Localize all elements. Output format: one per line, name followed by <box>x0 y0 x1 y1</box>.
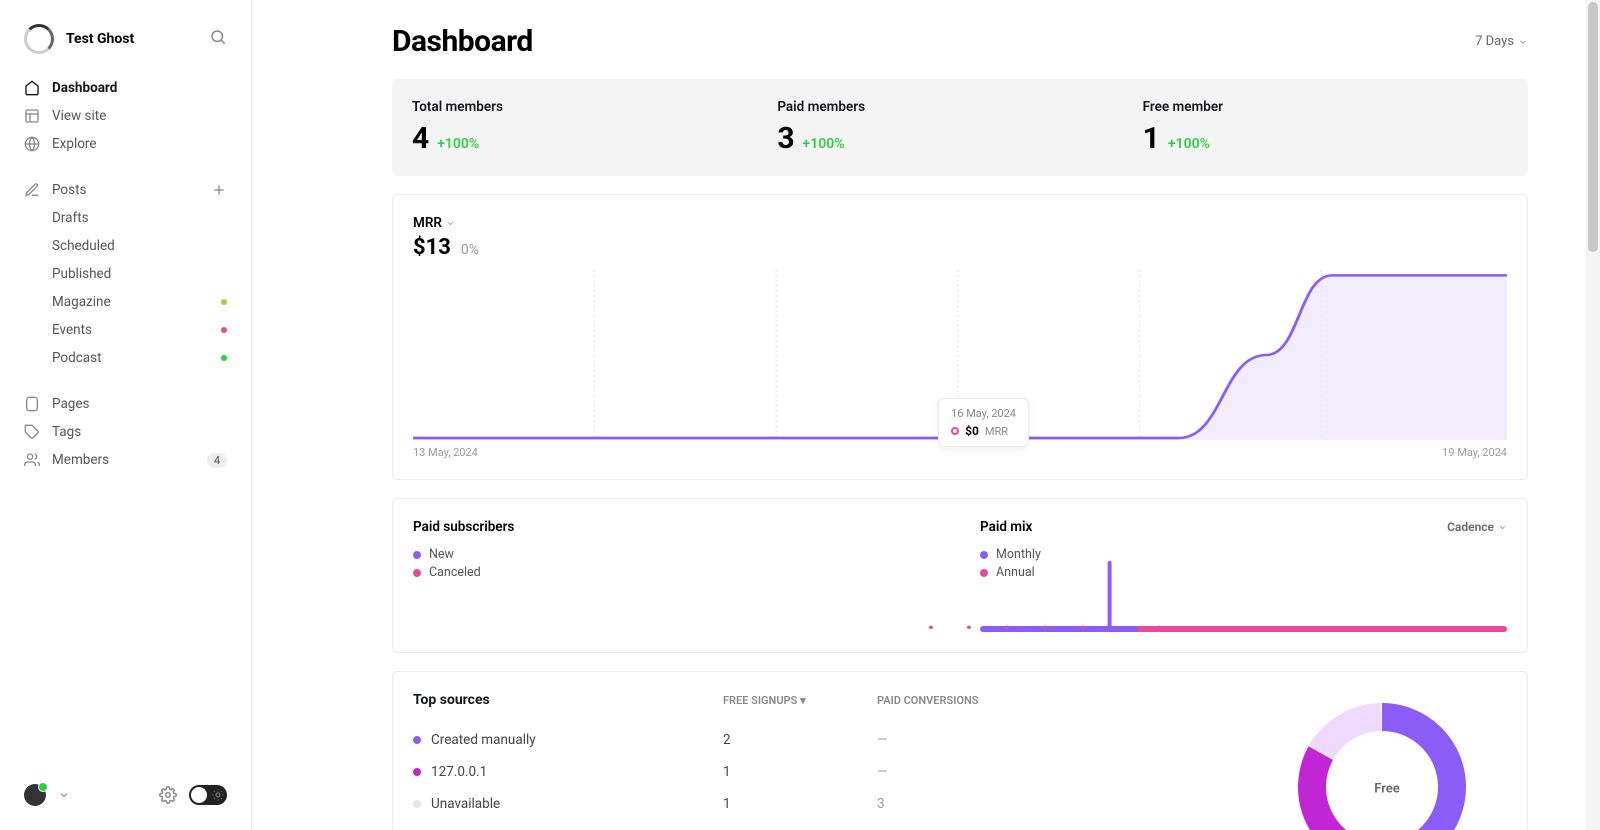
cadence-selector[interactable]: Cadence <box>1447 520 1507 534</box>
sidebar-item-magazine[interactable]: Magazine <box>12 288 239 316</box>
tooltip-marker-icon <box>951 427 959 435</box>
status-dot-icon <box>221 355 227 361</box>
sources-title: Top sources <box>413 692 723 708</box>
nav-icon <box>24 136 40 152</box>
paid-subs-chart <box>853 561 1233 629</box>
top-sources-panel: Top sources FREE SIGNUPS ▾ PAID CONVERSI… <box>392 671 1528 830</box>
plus-icon[interactable] <box>211 182 227 198</box>
chevron-down-icon <box>1518 37 1528 47</box>
source-dot-icon <box>413 736 421 744</box>
mrr-panel: MRR $13 0% 16 May, 2024 $0 MRR 13 May, 2… <box>392 194 1528 480</box>
status-dot-icon <box>221 299 227 305</box>
chevron-down-icon <box>446 219 455 228</box>
sources-donut: Free <box>1287 692 1487 830</box>
nav-icon <box>24 108 40 124</box>
stat-block[interactable]: Free member1+100% <box>1143 99 1508 156</box>
sidebar-item-posts[interactable]: Posts <box>12 176 239 204</box>
legend-dot-icon <box>980 551 988 559</box>
sidebar-item-label: Posts <box>52 182 86 198</box>
time-range-selector[interactable]: 7 Days <box>1475 34 1528 49</box>
main-content: Dashboard 7 Days Total members4+100%Paid… <box>252 0 1600 830</box>
sidebar-item-events[interactable]: Events <box>12 316 239 344</box>
stats-card: Total members4+100%Paid members3+100%Fre… <box>392 79 1528 176</box>
source-dot-icon <box>413 768 421 776</box>
nav-icon <box>24 396 40 412</box>
legend-item: Monthly <box>980 547 1507 562</box>
sidebar-item-podcast[interactable]: Podcast <box>12 344 239 372</box>
x-axis-start: 13 May, 2024 <box>413 446 478 459</box>
legend-item: New <box>413 547 940 562</box>
scrollbar[interactable] <box>1586 0 1600 830</box>
posts-icon <box>24 182 40 198</box>
sidebar-item-drafts[interactable]: Drafts <box>12 204 239 232</box>
legend-dot-icon <box>413 551 421 559</box>
sun-icon <box>212 789 224 801</box>
subscribers-panel: Paid subscribers NewCanceled Paid mix Ca… <box>392 498 1528 653</box>
nav-icon <box>24 424 40 440</box>
theme-toggle[interactable] <box>189 785 227 805</box>
scrollbar-thumb[interactable] <box>1588 2 1598 252</box>
sidebar-item-published[interactable]: Published <box>12 260 239 288</box>
sidebar-item-view-site[interactable]: View site <box>12 102 239 130</box>
legend-dot-icon <box>413 569 421 577</box>
sidebar: Test Ghost DashboardView siteExplore Pos… <box>0 0 252 830</box>
mrr-chart: 16 May, 2024 $0 MRR <box>413 270 1507 440</box>
avatar[interactable] <box>24 784 46 806</box>
source-dot-icon <box>413 800 421 808</box>
source-row[interactable]: 127.0.0.11— <box>413 756 1247 788</box>
chevron-down-icon[interactable] <box>58 789 70 801</box>
source-row[interactable]: Created manually2— <box>413 724 1247 756</box>
count-badge: 4 <box>207 453 227 468</box>
paid-mix-title: Paid mix <box>980 519 1032 535</box>
brand-name: Test Ghost <box>66 31 134 47</box>
sidebar-item-tags[interactable]: Tags <box>12 418 239 446</box>
sidebar-item-dashboard[interactable]: Dashboard <box>12 74 239 102</box>
chart-tooltip: 16 May, 2024 $0 MRR <box>938 398 1029 447</box>
search-button[interactable] <box>209 28 227 50</box>
brand[interactable]: Test Ghost <box>24 24 134 54</box>
gear-icon[interactable] <box>159 786 177 804</box>
sidebar-item-pages[interactable]: Pages <box>12 390 239 418</box>
source-row[interactable]: Unavailable13 <box>413 788 1247 820</box>
stat-block[interactable]: Total members4+100% <box>412 99 777 156</box>
mrr-delta: 0% <box>461 242 479 258</box>
col-free-signups[interactable]: FREE SIGNUPS ▾ <box>723 694 877 707</box>
sidebar-item-scheduled[interactable]: Scheduled <box>12 232 239 260</box>
col-paid-conversions[interactable]: PAID CONVERSIONS <box>877 694 978 707</box>
page-title: Dashboard <box>392 24 533 59</box>
mrr-value: $13 <box>413 235 451 260</box>
x-axis-end: 19 May, 2024 <box>1442 446 1507 459</box>
chevron-down-icon <box>1498 523 1507 532</box>
status-dot-icon <box>221 327 227 333</box>
search-icon <box>209 28 227 46</box>
paid-subs-title: Paid subscribers <box>413 519 940 535</box>
stat-block[interactable]: Paid members3+100% <box>777 99 1142 156</box>
time-range-label: 7 Days <box>1475 34 1514 49</box>
logo-icon <box>24 24 54 54</box>
mrr-selector[interactable]: MRR <box>413 215 1507 231</box>
nav-icon <box>24 80 40 96</box>
nav-icon <box>24 452 40 468</box>
sidebar-item-explore[interactable]: Explore <box>12 130 239 158</box>
sidebar-item-members[interactable]: Members4 <box>12 446 239 474</box>
